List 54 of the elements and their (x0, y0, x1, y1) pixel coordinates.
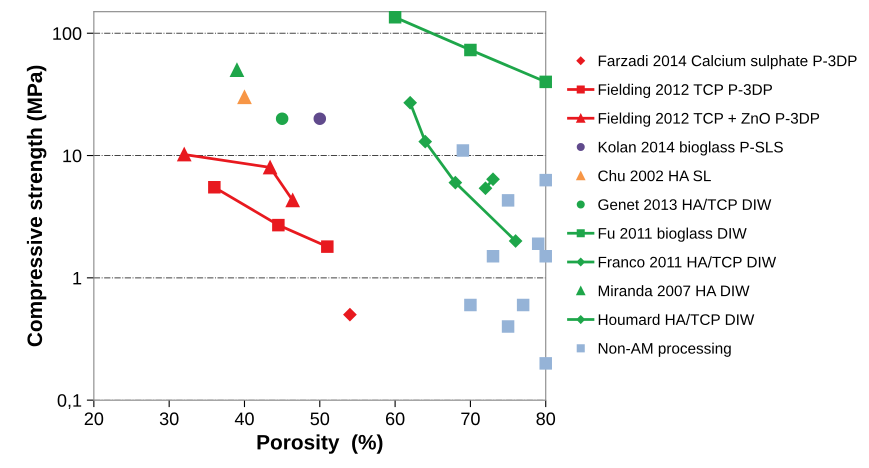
legend-label: Miranda 2007 HA DIW (598, 285, 750, 296)
y-axis-title: Compressive strength (MPa) (26, 66, 46, 346)
point (486, 250, 500, 263)
point (516, 298, 530, 312)
legend-label: Franco 2011 HA/TCP DIW (598, 256, 776, 268)
point (286, 193, 300, 208)
point (539, 357, 552, 370)
x-tick-label: 20 (84, 412, 104, 426)
x-tick-label: 30 (160, 412, 178, 426)
point (532, 237, 544, 250)
point (539, 250, 552, 263)
x-tick-label: 50 (310, 412, 330, 426)
x-axis-title: Porosity (%) (258, 434, 382, 454)
point (502, 194, 514, 207)
point (272, 218, 285, 232)
point (343, 308, 357, 322)
x-tick-label: 80 (536, 412, 556, 426)
point (464, 298, 477, 312)
point (539, 174, 552, 186)
x-tick-label: 40 (234, 412, 254, 426)
legend-label: Non-AM processing (598, 342, 731, 357)
legend-label: Genet 2013 HA/TCP DIW (598, 198, 772, 210)
point (276, 112, 288, 125)
point (448, 176, 462, 190)
point (314, 112, 326, 125)
legend-label: Houmard HA/TCP DIW (598, 314, 754, 326)
point (238, 90, 252, 104)
legend-label: Fu 2011 bioglass DIW (598, 228, 747, 242)
point (388, 11, 402, 24)
y-tick-label: 1 (73, 272, 82, 284)
point (539, 76, 552, 88)
point (509, 234, 522, 248)
point (502, 320, 514, 333)
legend-label: Fielding 2012 TCP + ZnO P-3DP (598, 112, 820, 127)
point (478, 182, 492, 195)
point (177, 148, 192, 162)
legend-label: Chu 2002 HA SL (598, 170, 711, 182)
point (263, 160, 278, 174)
point (486, 172, 500, 186)
point (321, 240, 334, 253)
point (230, 63, 244, 77)
legend-label: Farzadi 2014 Calcium sulphate P-3DP (598, 55, 857, 70)
x-tick-label: 60 (386, 412, 404, 426)
point (208, 181, 221, 194)
y-tick-label: 10 (63, 149, 82, 162)
legend-label: Kolan 2014 bioglass P-SLS (598, 141, 783, 156)
point (456, 144, 470, 157)
x-tick-label: 70 (461, 412, 480, 426)
point (464, 44, 477, 56)
point (418, 135, 432, 148)
y-tick-label: 100 (53, 27, 82, 40)
y-tick-label: 0,1 (58, 394, 82, 409)
legend-label: Fielding 2012 TCP P-3DP (598, 84, 772, 98)
point (404, 96, 417, 110)
